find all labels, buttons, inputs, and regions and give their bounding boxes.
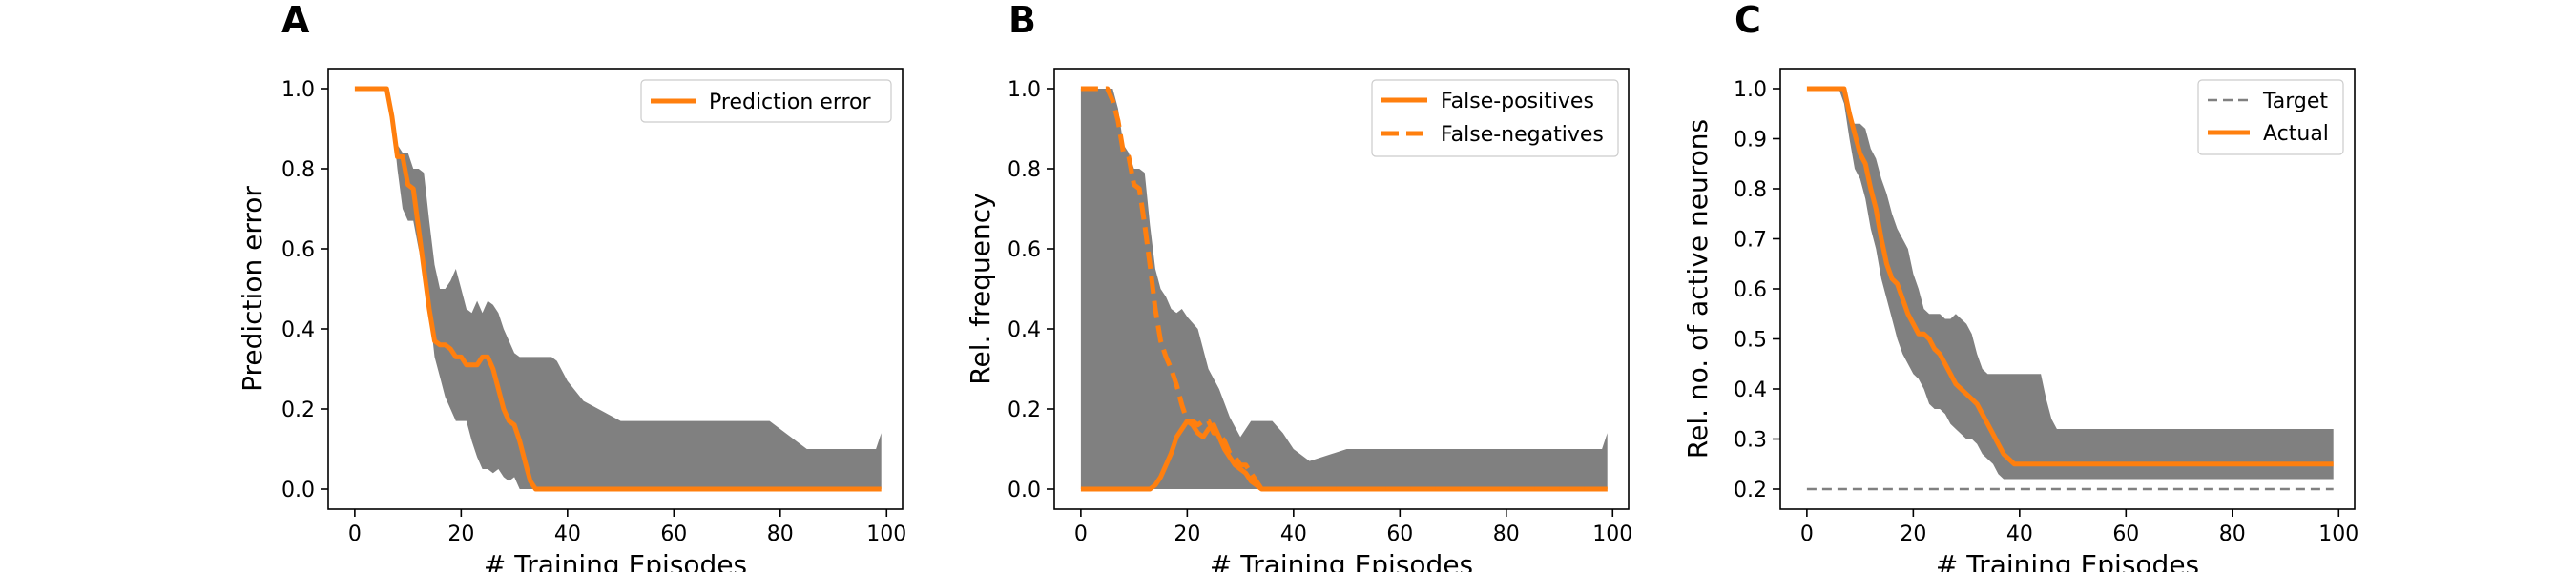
y-tick-label-b-3: 0.6	[1008, 238, 1041, 262]
series-line-a-0	[354, 86, 882, 492]
y-tick-label-c-8: 1.0	[1734, 78, 1767, 102]
x-tick-label-b-3: 60	[1386, 522, 1413, 546]
x-tick-label-a-4: 80	[767, 522, 794, 546]
x-tick-label-c-2: 40	[2006, 522, 2033, 546]
x-tick-label-a-5: 100	[866, 522, 906, 546]
y-tick-label-c-2: 0.4	[1734, 378, 1767, 402]
panel-b: B 0 20 40 60 80 100 0.0 0.2 0.4 0.6 0.8 1.0 # Train…	[965, 0, 1632, 572]
range-band-a	[354, 89, 882, 489]
series-line-c-1	[1806, 86, 2334, 467]
x-tick-label-b-1: 20	[1174, 522, 1200, 546]
axes-frame-a	[327, 68, 904, 510]
x-tick-label-b-5: 100	[1592, 522, 1632, 546]
x-tick-label-c-4: 80	[2219, 522, 2246, 546]
y-axis-label-a: Prediction error	[237, 186, 268, 392]
y-tick-label-c-1: 0.3	[1734, 429, 1767, 453]
y-tick-label-a-2: 0.4	[281, 318, 315, 342]
y-tick-label-c-7: 0.9	[1734, 129, 1767, 153]
panel-c: C 0 20 40 60 80 100 0.2 0.3 0.4 0.5 0.6 0.7 0.8 0.9 1.…	[1682, 0, 2358, 572]
x-tick-label-a-0: 0	[348, 522, 362, 546]
legend-a: Prediction error	[640, 79, 892, 123]
range-band-b	[1080, 89, 1608, 489]
legend-box-c	[2197, 79, 2344, 155]
x-tick-label-b-0: 0	[1074, 522, 1088, 546]
range-band-c	[1806, 89, 2334, 480]
y-tick-label-a-3: 0.6	[281, 238, 315, 262]
panel-letter-b: B	[1008, 0, 1036, 41]
legend-label-a-0: Prediction error	[709, 91, 871, 114]
y-tick-label-a-1: 0.2	[281, 398, 315, 422]
y-tick-label-b-1: 0.2	[1008, 398, 1041, 422]
legend-label-b-0: False-positives	[1441, 90, 1594, 113]
y-tick-label-a-0: 0.0	[281, 479, 315, 502]
legend-label-b-1: False-negatives	[1441, 123, 1604, 147]
axes-frame-b	[1053, 68, 1630, 510]
legend-box-b	[1371, 79, 1619, 157]
x-tick-label-a-3: 60	[660, 522, 687, 546]
legend-c: Target Actual	[2197, 79, 2344, 155]
y-axis-label-c: Rel. no. of active neurons	[1682, 119, 1714, 459]
y-tick-label-c-5: 0.7	[1734, 229, 1767, 253]
y-tick-label-a-4: 0.8	[281, 158, 315, 182]
y-axis-label-b: Rel. frequency	[965, 193, 996, 384]
legend-label-c-1: Actual	[2263, 122, 2329, 146]
x-tick-label-c-0: 0	[1800, 522, 1814, 546]
y-tick-label-b-2: 0.4	[1008, 318, 1041, 342]
y-tick-label-b-4: 0.8	[1008, 158, 1041, 182]
legend-box-a	[640, 79, 892, 123]
panel-a: A 0 20 40 60 80 100 0.0 0.2 0.4 0.6 0.8 1.0 # Train…	[237, 0, 906, 572]
y-tick-label-c-0: 0.2	[1734, 479, 1767, 502]
x-tick-label-b-4: 80	[1493, 522, 1520, 546]
x-tick-label-b-2: 40	[1280, 522, 1307, 546]
x-tick-label-a-1: 20	[447, 522, 474, 546]
y-tick-label-c-6: 0.8	[1734, 178, 1767, 202]
legend-b: False-positives False-negatives	[1371, 79, 1619, 157]
x-axis-label-c: # Training Episodes	[1936, 549, 2199, 572]
panel-letter-c: C	[1735, 0, 1761, 41]
x-tick-label-c-3: 60	[2112, 522, 2139, 546]
x-tick-label-c-1: 20	[1900, 522, 1926, 546]
x-axis-label-b: # Training Episodes	[1210, 549, 1473, 572]
panel-letter-a: A	[281, 0, 310, 41]
legend-label-c-0: Target	[2262, 90, 2328, 113]
x-tick-label-c-5: 100	[2318, 522, 2358, 546]
y-tick-label-c-4: 0.6	[1734, 278, 1767, 302]
y-tick-label-b-0: 0.0	[1008, 479, 1041, 502]
y-tick-label-b-5: 1.0	[1008, 78, 1041, 102]
x-axis-label-a: # Training Episodes	[484, 549, 747, 572]
x-tick-label-a-2: 40	[554, 522, 581, 546]
y-tick-label-c-3: 0.5	[1734, 329, 1767, 353]
series-line-b-1	[1080, 86, 1608, 492]
y-tick-label-a-5: 1.0	[281, 78, 315, 102]
